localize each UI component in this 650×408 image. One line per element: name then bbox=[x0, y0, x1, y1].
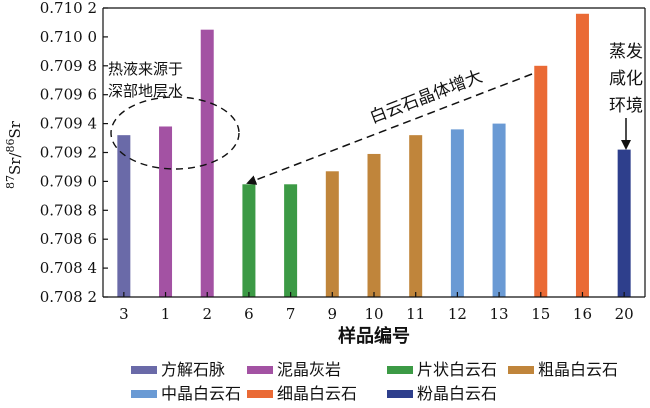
legend-label: 细晶白云石 bbox=[277, 384, 357, 403]
legend-label: 粉晶白云石 bbox=[417, 384, 497, 403]
x-tick-label: 10 bbox=[364, 305, 383, 323]
annotation-env-line2: 咸化 bbox=[609, 69, 643, 89]
y-tick-label: 0.709 6 bbox=[40, 86, 97, 104]
legend-swatch bbox=[131, 390, 157, 398]
legend-swatch bbox=[131, 366, 157, 374]
x-tick-label: 1 bbox=[161, 305, 171, 323]
x-tick-label: 15 bbox=[531, 305, 550, 323]
y-tick-label: 0.710 2 bbox=[40, 0, 97, 17]
x-tick-label: 2 bbox=[202, 305, 212, 323]
bar-sample-20 bbox=[617, 149, 631, 297]
y-label-sr-2: Sr bbox=[6, 120, 24, 138]
y-tick-label: 0.709 0 bbox=[40, 172, 97, 190]
x-ticks-layer: 3 1 2 6 7 9 10 11 12 13 15 16 20 bbox=[119, 292, 634, 323]
bar-sample-2 bbox=[200, 29, 214, 298]
x-tick-label: 13 bbox=[490, 305, 509, 323]
legend-label: 粗晶白云石 bbox=[538, 360, 618, 379]
bar-sample-3 bbox=[117, 135, 131, 297]
bar-sample-12 bbox=[450, 129, 464, 297]
y-tick-label: 0.710 0 bbox=[40, 28, 97, 46]
x-axis-label: 样品编号 bbox=[338, 325, 410, 347]
legend-swatch bbox=[387, 366, 413, 374]
bar-sample-13 bbox=[492, 123, 506, 297]
y-tick-label: 0.709 8 bbox=[40, 57, 97, 75]
bar-sample-10 bbox=[367, 153, 381, 297]
legend-label: 片状白云石 bbox=[417, 360, 497, 379]
y-tick-label: 0.708 8 bbox=[40, 201, 97, 219]
y-label-sup-86: 86 bbox=[4, 138, 17, 152]
bar-sample-7 bbox=[284, 184, 298, 297]
x-tick-label: 9 bbox=[328, 305, 338, 323]
legend-swatch bbox=[508, 366, 534, 374]
x-tick-label: 12 bbox=[448, 305, 467, 323]
bar-sample-15 bbox=[534, 65, 548, 297]
y-tick-label: 0.709 2 bbox=[40, 144, 97, 162]
annotation-source-line2: 深部地层水 bbox=[108, 82, 183, 100]
legend-swatch bbox=[247, 390, 273, 398]
bar-sample-1 bbox=[159, 126, 173, 298]
trend-arrow bbox=[246, 73, 533, 185]
x-tick-label: 11 bbox=[406, 305, 425, 323]
y-tick-label: 0.708 2 bbox=[40, 288, 97, 306]
annotation-dashed-ellipse bbox=[110, 96, 240, 170]
legend-swatch bbox=[387, 390, 413, 398]
y-tick-label: 0.708 4 bbox=[40, 259, 97, 277]
y-axis-label: 87Sr/86Sr bbox=[4, 120, 25, 189]
bars-layer bbox=[117, 13, 631, 298]
y-ticks-layer: 0.708 2 0.708 4 0.708 6 0.708 8 0.709 0 0.709… bbox=[40, 0, 108, 306]
x-tick-label: 6 bbox=[244, 305, 254, 323]
bar-sample-16 bbox=[575, 13, 589, 298]
legend-label: 方解石脉 bbox=[161, 360, 225, 379]
bar-sample-11 bbox=[409, 135, 423, 297]
legend-label: 中晶白云石 bbox=[161, 384, 241, 403]
annotation-env-line1: 蒸发 bbox=[609, 42, 643, 62]
x-tick-label: 16 bbox=[573, 305, 592, 323]
x-tick-label: 20 bbox=[615, 305, 634, 323]
x-tick-label: 3 bbox=[119, 305, 129, 323]
y-label-sr-1: Sr/ bbox=[6, 152, 24, 175]
y-label-sup-87: 87 bbox=[4, 175, 17, 189]
bar-sample-9 bbox=[325, 171, 339, 297]
x-tick-label: 7 bbox=[286, 305, 296, 323]
legend-swatch bbox=[247, 366, 273, 374]
bar-sample-6 bbox=[242, 184, 256, 297]
annotation-env-line3: 环境 bbox=[609, 96, 643, 116]
legend-label: 泥晶灰岩 bbox=[277, 360, 341, 379]
y-tick-label: 0.709 4 bbox=[40, 115, 97, 133]
y-tick-label: 0.708 6 bbox=[40, 230, 97, 248]
annotation-trend-label: 白云石晶体增大 bbox=[367, 67, 485, 128]
annotation-source-line1: 热液来源于 bbox=[108, 60, 183, 78]
